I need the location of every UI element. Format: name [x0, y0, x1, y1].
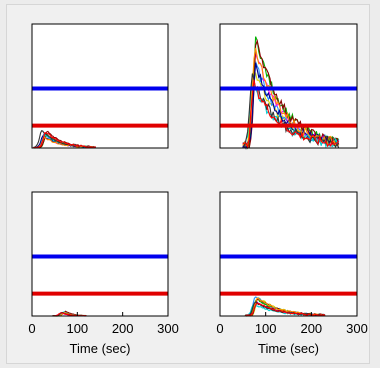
x-tick-label-bottom-right-200: 200: [300, 321, 322, 336]
plot-area-bottom-right: [220, 192, 357, 316]
x-tick-label-bottom-left-300: 300: [157, 321, 179, 336]
trace-top-right-9: [242, 79, 340, 150]
x-tick-label-bottom-left-200: 200: [112, 321, 134, 336]
axes-frame-bottom-left: [31, 191, 169, 317]
x-tick-label-bottom-right-0: 0: [216, 321, 223, 336]
x-tick-label-bottom-left-100: 100: [66, 321, 88, 336]
axes-frame-bottom-right: [219, 191, 358, 317]
trace-top-right-4: [242, 38, 340, 149]
x-tick-label-bottom-right-300: 300: [346, 321, 368, 336]
x-axis-label-bottom-left: Time (sec): [70, 341, 131, 356]
axes-frame-top-right: [219, 23, 358, 149]
trace-top-left-9: [33, 132, 96, 149]
plot-area-bottom-left: [32, 192, 168, 316]
plot-area-top-left: [32, 24, 168, 148]
x-tick-label-bottom-left-0: 0: [28, 321, 35, 336]
x-tick-label-bottom-right-100: 100: [255, 321, 277, 336]
x-axis-label-bottom-right: Time (sec): [258, 341, 319, 356]
axes-frame-top-left: [31, 23, 169, 149]
